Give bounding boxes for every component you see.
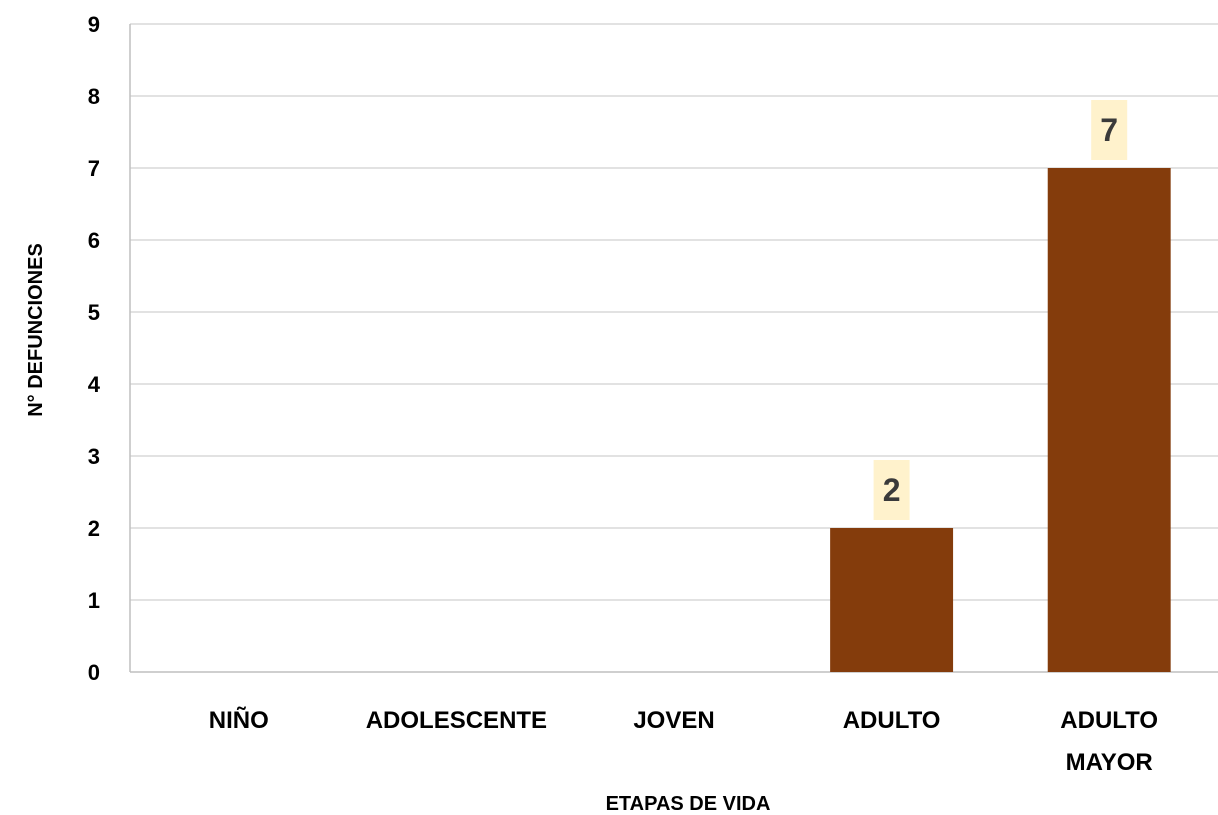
bars <box>830 168 1171 672</box>
data-label: 7 <box>1100 112 1118 148</box>
x-tick-label: MAYOR <box>1066 749 1153 776</box>
data-label-box <box>873 460 910 520</box>
y-tick-label: 9 <box>88 12 100 37</box>
y-tick-label: 8 <box>88 84 100 109</box>
y-tick-label: 0 <box>88 660 100 685</box>
x-tick-label: JOVEN <box>633 707 714 734</box>
y-tick-label: 4 <box>88 372 101 397</box>
y-tick-label: 2 <box>88 516 100 541</box>
x-tick-label: ADULTO <box>843 707 941 734</box>
y-tick-label: 5 <box>88 300 100 325</box>
data-label: 2 <box>883 472 901 508</box>
x-tick-labels: NIÑO ADOLESCENTE JOVEN ADULTO ADULTO MAYOR <box>209 706 1158 776</box>
y-tick-label: 6 <box>88 228 100 253</box>
y-tick-labels: 0 1 2 3 4 5 6 7 8 9 <box>88 12 101 685</box>
bar <box>1047 168 1171 672</box>
axes <box>129 24 1218 673</box>
y-tick-label: 7 <box>88 156 100 181</box>
y-tick-label: 3 <box>88 444 100 469</box>
y-axis-title: N° DEFUNCIONES <box>25 243 47 417</box>
y-tick-label: 1 <box>88 588 100 613</box>
x-tick-label: ADULTO <box>1060 707 1158 734</box>
x-tick-label: NIÑO <box>209 706 269 734</box>
x-axis-title: ETAPAS DE VIDA <box>606 793 771 815</box>
x-tick-label: ADOLESCENTE <box>366 707 547 734</box>
gridlines <box>130 23 1218 601</box>
data-label-box <box>1091 100 1128 160</box>
data-labels: 27 <box>873 100 1128 520</box>
bar <box>830 528 954 672</box>
